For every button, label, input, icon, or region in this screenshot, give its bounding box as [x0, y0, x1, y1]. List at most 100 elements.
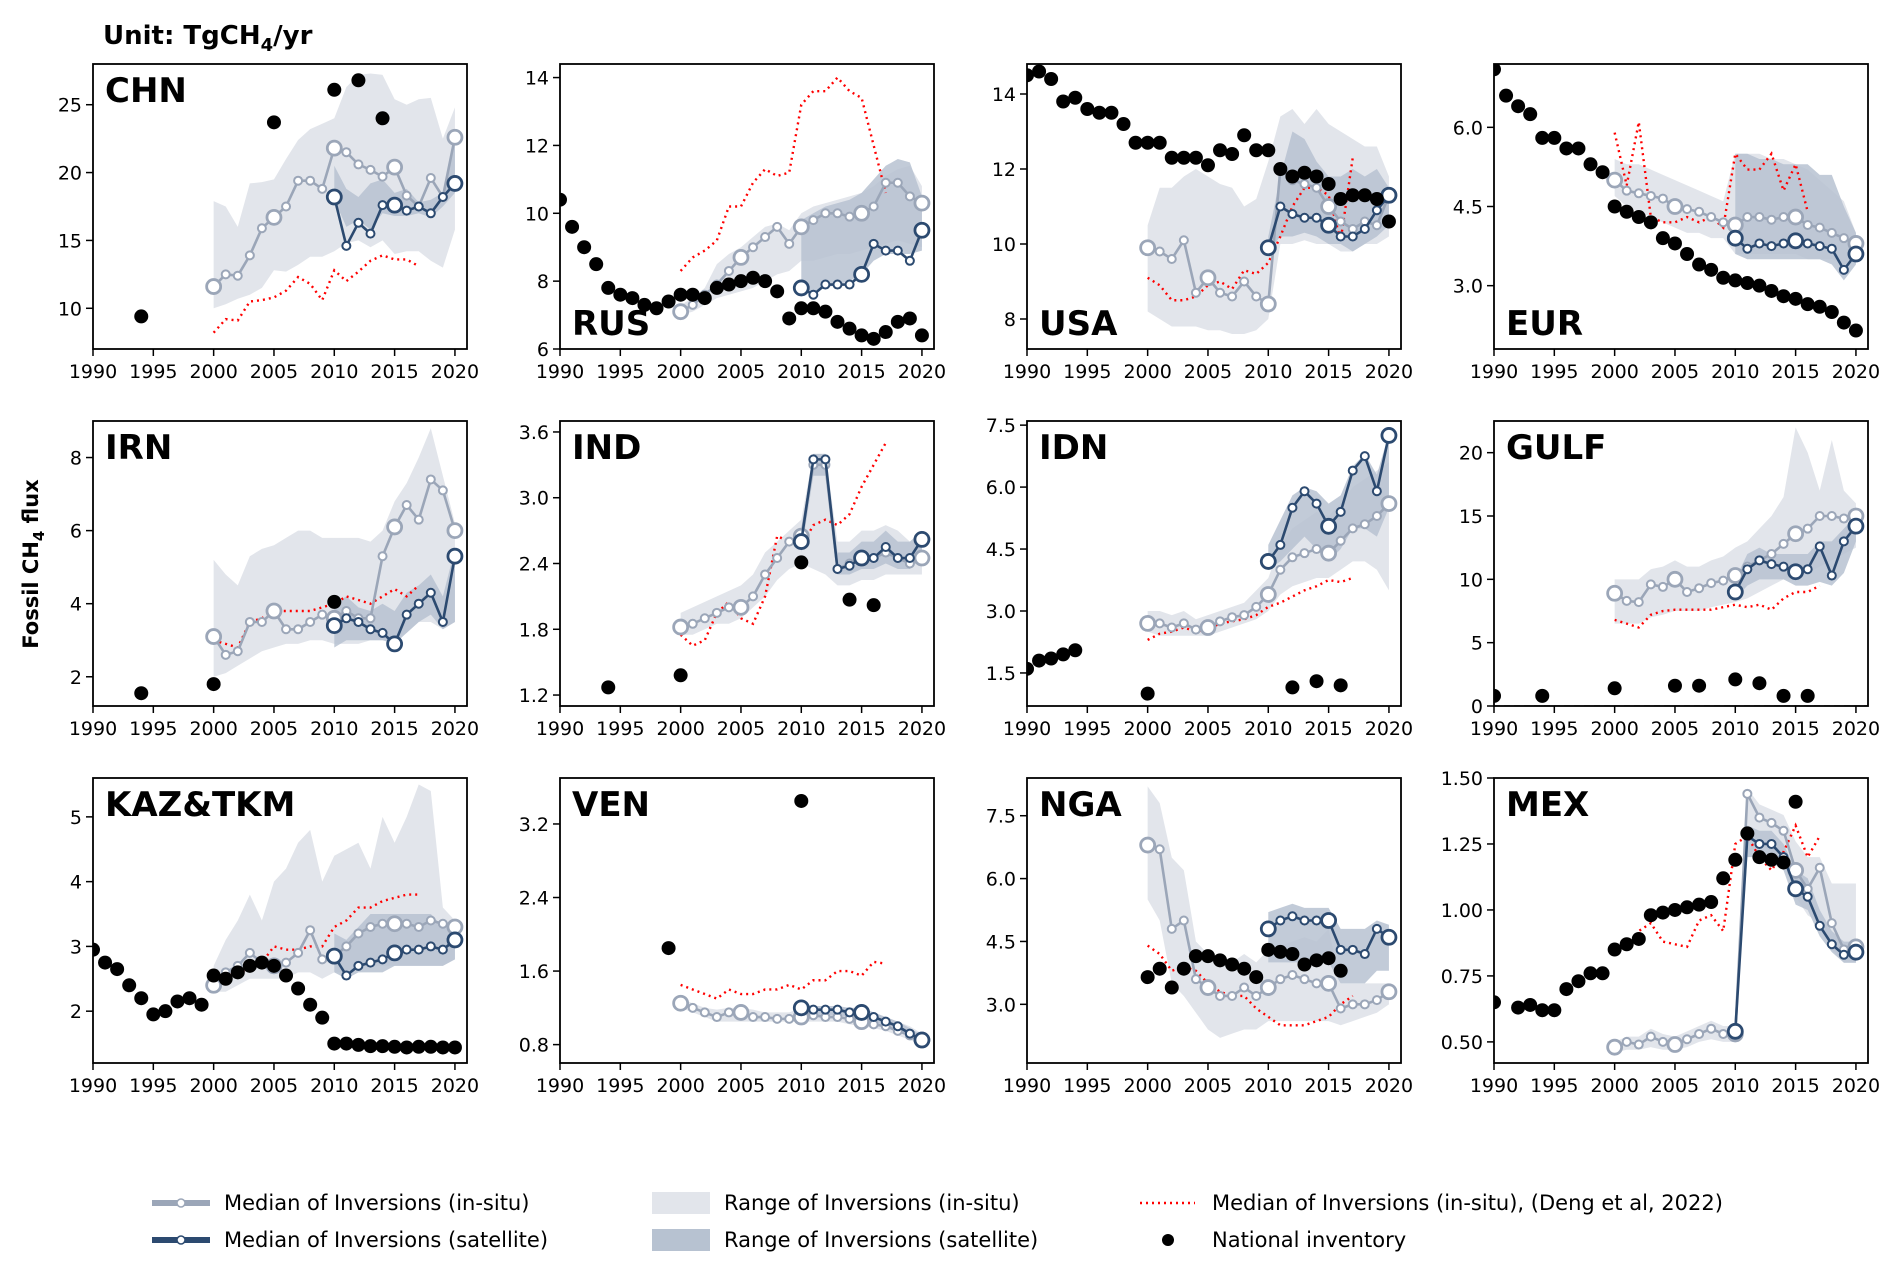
x-tick-label: 2010 [777, 1075, 825, 1097]
panel-ven: 1990 1995 2000 2005 2010 2015 2020 0.8 1.6 2.4 3.2… [519, 777, 946, 1097]
insitu-median-point [784, 536, 795, 547]
inventory-point [1225, 147, 1240, 161]
insitu-median-point [244, 947, 255, 958]
insitu-median-point [1645, 190, 1656, 201]
x-tick-label: 2000 [656, 718, 704, 740]
y-tick-label: 8 [70, 448, 82, 470]
inventory-point [1788, 794, 1803, 809]
inventory-point [1752, 676, 1767, 691]
x-tick-label: 1995 [129, 361, 177, 383]
inventory-point [1535, 1003, 1550, 1018]
y-tick-label: 1.5 [986, 663, 1016, 685]
inventory-point [1273, 162, 1288, 176]
y-tick-label: 0.75 [1441, 966, 1483, 988]
insitu-median-point [353, 159, 364, 170]
x-tick-label: 2000 [189, 361, 237, 383]
inventory-point [1494, 995, 1501, 1010]
panel-mex: 1990 1995 2000 2005 2010 2015 2020 0.50 0.75 1.00… [1441, 768, 1880, 1097]
satellite-median-point [1838, 949, 1849, 960]
insitu-median-point [1166, 622, 1177, 633]
inventory-point [1716, 270, 1731, 285]
insitu-median-point [760, 1012, 771, 1023]
insitu-median-point [1718, 1028, 1729, 1039]
satellite-median-point [808, 1004, 819, 1015]
panel-nga: 1990 1995 2000 2005 2010 2015 2020 3.0 4.5 6.0 7.5… [986, 777, 1413, 1097]
insitu-median-point [1154, 618, 1165, 629]
satellite-range-band [1268, 131, 1389, 252]
satellite-median-point [1299, 486, 1310, 497]
insitu-median-point [1239, 276, 1250, 287]
inventory-point [601, 680, 616, 695]
satellite-median-point [792, 999, 810, 1017]
x-tick-label: 1990 [1470, 1075, 1518, 1097]
y-tick-label: 10 [525, 203, 549, 225]
x-tick-label: 1995 [129, 718, 177, 740]
x-tick-label: 2020 [431, 718, 479, 740]
inventory-point [637, 297, 652, 312]
insitu-median-point [1838, 233, 1849, 244]
insitu-median-point [437, 485, 448, 496]
inventory-point [1571, 141, 1586, 156]
satellite-median-point [868, 1012, 879, 1023]
insitu-median-point [1178, 915, 1189, 926]
inventory-point [1188, 949, 1203, 964]
insitu-median-point [1778, 825, 1789, 836]
insitu-median-point [1251, 601, 1262, 612]
satellite-median-point [1299, 915, 1310, 926]
insitu-median-point [732, 248, 750, 266]
insitu-median-point [748, 242, 759, 253]
inventory-point [1595, 966, 1610, 981]
inventory-point [794, 301, 809, 316]
satellite-median-point [377, 954, 388, 965]
insitu-median-point [772, 221, 783, 232]
x-tick-label: 1990 [536, 1075, 584, 1097]
insitu-median-point [244, 250, 255, 261]
y-tick-label: 1.50 [1441, 768, 1483, 790]
satellite-median-point [1380, 186, 1398, 204]
satellite-median-point [844, 279, 855, 290]
y-tick-label: 0 [1471, 696, 1483, 718]
insitu-median-point [1190, 624, 1201, 635]
inventory-point [1583, 966, 1598, 981]
inventory-point [1619, 204, 1634, 219]
insitu-median-point [1742, 212, 1753, 223]
inventory-point [842, 321, 857, 336]
insitu-median-point [1718, 575, 1729, 586]
satellite-median-point [1320, 912, 1338, 929]
insitu-median-point [401, 918, 412, 929]
x-tick-label: 2000 [656, 1075, 704, 1097]
x-tick-label: 1995 [596, 718, 644, 740]
plot-area [1139, 786, 1398, 1038]
x-tick-label: 2000 [1590, 1075, 1638, 1097]
satellite-median-point [1814, 241, 1825, 252]
plot-area [661, 793, 931, 1049]
deng-median-line [680, 960, 886, 1001]
inventory-point [1655, 231, 1670, 246]
insitu-median-point [256, 223, 267, 234]
insitu-median-point [1371, 220, 1382, 231]
insitu-median-point [256, 616, 267, 627]
y-tick-label: 4 [70, 594, 82, 616]
inventory-point [1128, 135, 1143, 150]
inventory-point [1619, 937, 1634, 952]
satellite-median-point [820, 1004, 831, 1015]
insitu-median-point [401, 500, 412, 511]
satellite-median-point [1311, 498, 1322, 509]
satellite-median-point [1726, 583, 1744, 601]
insitu-median-point [377, 918, 388, 929]
x-tick-label: 2010 [1244, 718, 1292, 740]
insitu-median-point [723, 602, 734, 613]
satellite-median-point [832, 279, 843, 290]
satellite-median-point [437, 192, 448, 202]
y-tick-label: 2 [70, 1001, 82, 1023]
satellite-median-point [808, 454, 819, 465]
insitu-median-point [365, 164, 376, 175]
x-tick-label: 2010 [310, 1075, 358, 1097]
x-tick-label: 2015 [1304, 361, 1352, 383]
x-tick-label: 2010 [1244, 361, 1292, 383]
x-tick-label: 2015 [1304, 718, 1352, 740]
panel-idn: 1990 1995 2000 2005 2010 2015 2020 1.5 3.0 4.5 6.0… [986, 415, 1413, 740]
y-tick-label: 15 [58, 230, 82, 252]
inventory-point [1188, 150, 1203, 165]
x-tick-label: 2015 [370, 718, 418, 740]
